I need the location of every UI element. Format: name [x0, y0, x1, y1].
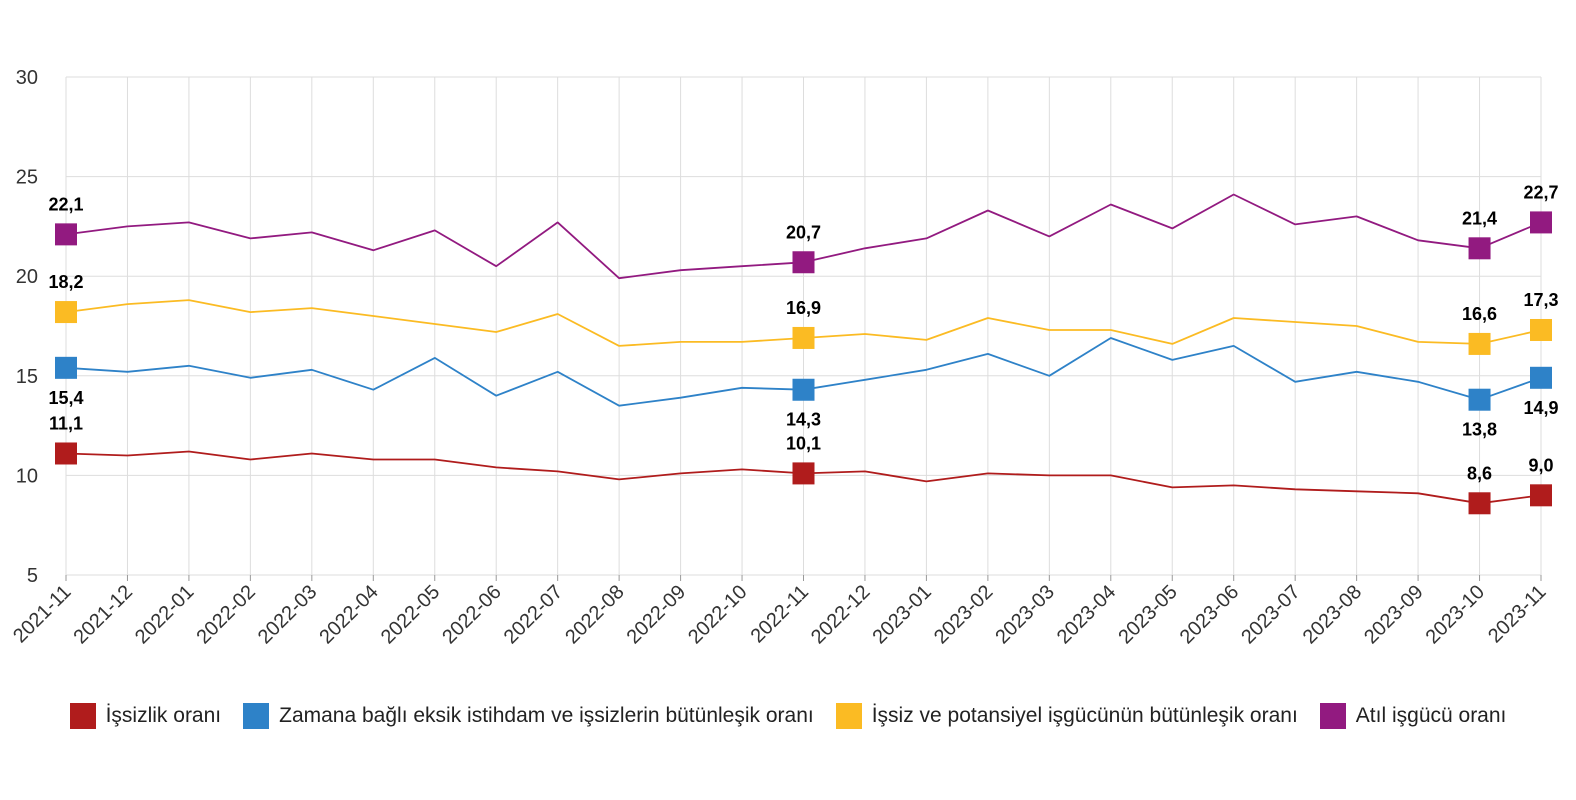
x-tick-label: 2023-06 [1176, 581, 1243, 648]
x-tick-label: 2023-07 [1237, 581, 1304, 648]
data-point-marker [1530, 318, 1552, 341]
x-tick-label: 2022-11 [747, 581, 813, 647]
data-label: 22,7 [1523, 182, 1558, 202]
data-label: 22,1 [48, 194, 83, 214]
x-tick-label: 2022-09 [623, 581, 690, 648]
x-tick-label: 2022-05 [377, 581, 444, 648]
legend-item[interactable]: İşsizlik oranı [69, 700, 222, 732]
data-label: 16,6 [1462, 304, 1497, 324]
data-label: 9,0 [1528, 455, 1553, 475]
data-label: 20,7 [786, 222, 821, 242]
data-point-marker [1468, 332, 1491, 355]
x-tick-label: 2023-04 [1053, 581, 1120, 648]
y-tick-label: 5 [27, 565, 38, 587]
y-tick-label: 30 [16, 67, 38, 89]
data-point-marker [792, 326, 815, 349]
x-tick-label: 2022-12 [807, 581, 874, 648]
data-point-marker [1530, 484, 1552, 507]
data-label: 10,1 [786, 433, 821, 453]
legend-swatch [243, 703, 270, 729]
y-tick-label: 25 [16, 167, 38, 189]
y-tick-label: 10 [16, 465, 38, 487]
data-point-marker [55, 356, 77, 379]
data-label: 14,9 [1523, 398, 1558, 418]
legend-item[interactable]: Atıl işgücü oranı [1319, 700, 1507, 732]
legend-item[interactable]: İşsiz ve potansiyel işgücünün bütünleşik… [835, 700, 1298, 732]
legend: İşsizlik oranı Zamana bağlı eksik istihda… [0, 700, 1576, 732]
data-label: 14,3 [786, 410, 821, 430]
data-labels: 11,1 10,1 8,6 9,0 15,4 14,3 13,8 14,9 18,2 16,9 16… [48, 182, 1558, 483]
data-label: 16,9 [786, 298, 821, 318]
data-label: 17,3 [1523, 290, 1558, 310]
data-point-marker [1468, 237, 1491, 260]
legend-item[interactable]: Zamana bağlı eksik istihdam ve işsizleri… [243, 700, 814, 732]
data-point-marker [792, 462, 815, 485]
data-point-marker [792, 378, 815, 401]
y-tick-label: 15 [16, 366, 38, 388]
data-label: 13,8 [1462, 420, 1497, 440]
data-point-marker [1468, 492, 1491, 515]
x-tick-label: 2023-09 [1360, 581, 1427, 648]
x-tick-label: 2022-10 [684, 581, 751, 648]
data-point-marker [1468, 388, 1491, 411]
x-tick-label: 2023-03 [991, 581, 1058, 648]
x-tick-label: 2022-08 [561, 581, 628, 648]
data-point-marker [1530, 366, 1552, 389]
x-tick-label: 2022-01 [131, 581, 198, 648]
x-tick-label: 2022-07 [500, 581, 567, 648]
x-tick-label: 2023-05 [1114, 581, 1181, 648]
y-axis: 5 10 15 20 25 30 [16, 67, 38, 587]
grid-lines [65, 76, 1542, 576]
legend-label: Zamana bağlı eksik istihdam ve işsizleri… [279, 704, 814, 727]
data-label: 21,4 [1462, 208, 1497, 228]
legend-label: İşsizlik oranı [105, 704, 222, 727]
x-tick-label: 2021-12 [70, 581, 137, 648]
legend-label: Atıl işgücü oranı [1355, 704, 1507, 727]
data-point-marker [55, 223, 77, 246]
x-tick-label: 2022-03 [254, 581, 321, 648]
legend-label: İşsiz ve potansiyel işgücünün bütünleşik… [871, 704, 1298, 727]
x-tick-label: 2023-01 [868, 581, 935, 648]
y-tick-label: 20 [16, 266, 38, 288]
data-point-marker [792, 251, 815, 274]
data-label: 8,6 [1467, 463, 1492, 483]
x-tick-label: 2023-11 [1484, 581, 1550, 647]
data-label: 11,1 [49, 413, 83, 433]
x-tick-label: 2023-10 [1422, 581, 1489, 648]
x-tick-label: 2022-02 [192, 581, 259, 648]
data-label: 15,4 [48, 388, 83, 408]
legend-swatch [1319, 703, 1346, 729]
x-tick-label: 2023-02 [930, 581, 997, 648]
data-point-marker [55, 442, 77, 465]
x-tick-label: 2021-11 [9, 581, 75, 647]
legend-swatch [69, 703, 96, 729]
data-label: 18,2 [48, 272, 83, 292]
data-point-marker [55, 301, 77, 324]
x-tick-label: 2022-04 [315, 581, 382, 648]
x-tick-label: 2023-08 [1299, 581, 1366, 648]
x-tick-label: 2022-06 [438, 581, 505, 648]
data-point-marker [1530, 211, 1552, 234]
series-group [55, 193, 1552, 515]
legend-swatch [835, 703, 862, 729]
x-axis: 2021-112021-122022-012022-022022-032022-… [9, 575, 1551, 648]
